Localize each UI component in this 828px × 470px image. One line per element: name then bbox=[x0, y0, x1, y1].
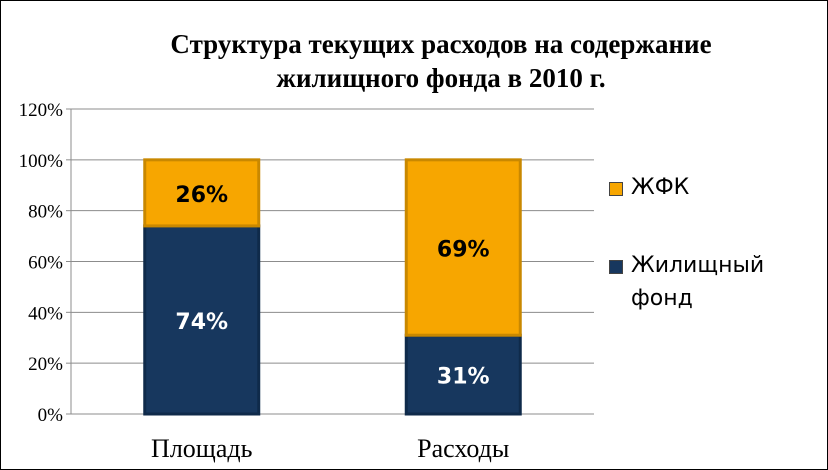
legend: ЖФК Жилищный фонд bbox=[609, 171, 819, 315]
bar-segment bbox=[143, 224, 261, 416]
bar-segment bbox=[404, 158, 522, 337]
y-tick-label: 20% bbox=[28, 354, 63, 375]
y-tick-label: 0% bbox=[38, 405, 64, 426]
data-label: 69% bbox=[437, 238, 490, 263]
legend-item-housing-fund: Жилищный фонд bbox=[609, 249, 819, 315]
chart-title-line-2: жилищного фонда в 2010 г. bbox=[276, 63, 606, 93]
legend-swatch-housing-fund bbox=[609, 260, 623, 274]
bar-segment bbox=[404, 333, 522, 416]
chart-title: Структура текущих расходов на содержание… bbox=[61, 27, 821, 95]
data-label: 31% bbox=[437, 365, 490, 390]
y-tick-label: 100% bbox=[19, 151, 64, 172]
x-tick-label: Площадь bbox=[151, 434, 253, 463]
y-tick-label: 80% bbox=[28, 202, 63, 223]
legend-label-housing-fund-line-2: фонд bbox=[631, 286, 693, 311]
chart-title-line-1: Структура текущих расходов на содержание bbox=[170, 29, 712, 59]
data-label: 74% bbox=[175, 310, 228, 335]
y-tick-label: 60% bbox=[28, 253, 63, 274]
legend-swatch-zhfk bbox=[609, 182, 623, 196]
y-tick-label: 40% bbox=[28, 303, 63, 324]
y-tick-label: 120% bbox=[19, 100, 64, 121]
data-label: 26% bbox=[175, 183, 228, 208]
legend-item-zhfk: ЖФК bbox=[609, 171, 819, 204]
legend-label-zhfk: ЖФК bbox=[631, 175, 690, 200]
legend-label-housing-fund-line-1: Жилищный bbox=[631, 253, 765, 278]
bar-segment bbox=[143, 158, 261, 228]
x-tick-label: Расходы bbox=[417, 434, 509, 463]
